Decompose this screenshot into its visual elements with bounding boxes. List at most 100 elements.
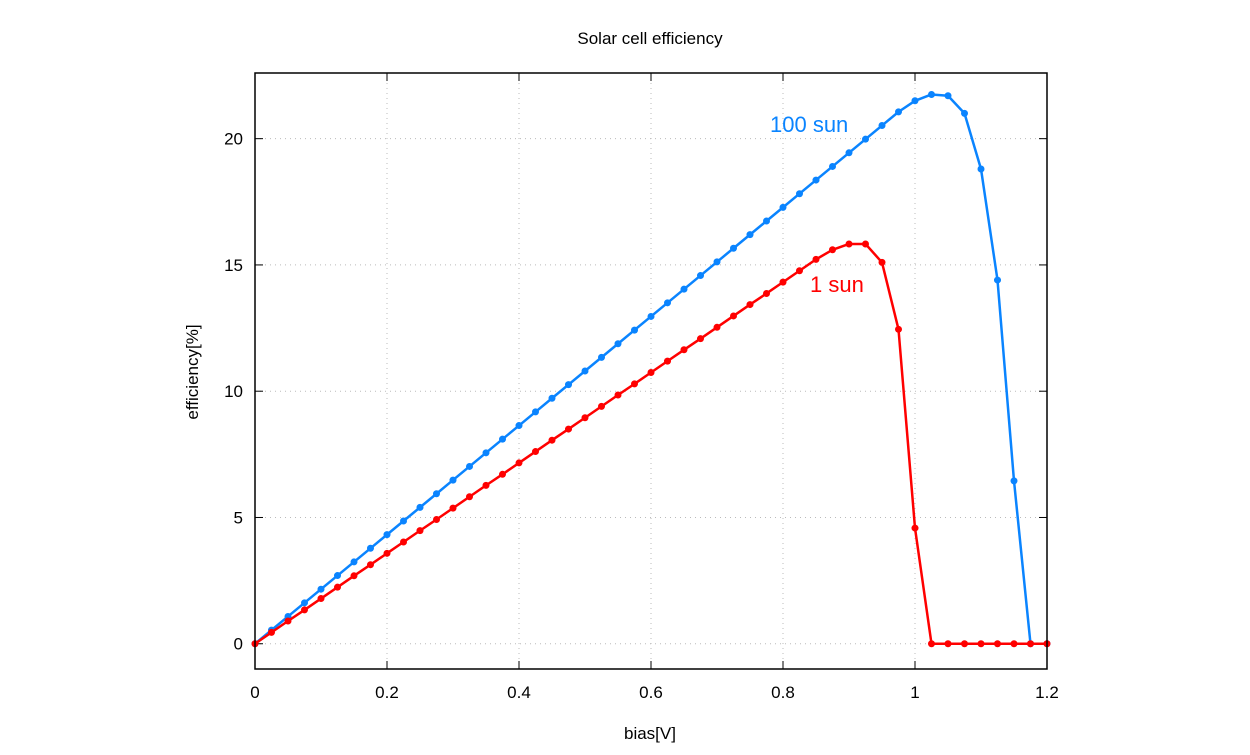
- data-point-100-sun: [548, 394, 556, 402]
- data-point-100-sun: [647, 312, 655, 320]
- data-point-100-sun: [532, 408, 539, 416]
- data-point-1-sun: [532, 448, 539, 456]
- x-tick-label: 0.4: [507, 683, 531, 702]
- data-point-100-sun: [763, 217, 770, 225]
- data-point-1-sun: [515, 459, 523, 467]
- data-point-100-sun: [614, 340, 622, 348]
- data-point-1-sun: [647, 369, 655, 377]
- data-point-100-sun: [994, 276, 1001, 284]
- data-point-1-sun: [829, 246, 836, 254]
- data-point-1-sun: [284, 617, 292, 625]
- series-layer: [251, 90, 1051, 648]
- data-point-1-sun: [664, 357, 671, 365]
- ticks: 0 0.2 0.4 0.6 0.8 1 1.2 0 5 10 15 20: [224, 73, 1059, 702]
- x-tick-label: 1: [910, 683, 919, 702]
- y-tick-label: 5: [234, 508, 243, 527]
- annotation-1-sun: 1 sun: [810, 272, 864, 297]
- x-axis-label: bias[V]: [624, 724, 676, 743]
- data-point-100-sun: [499, 435, 506, 443]
- data-point-100-sun: [911, 97, 919, 105]
- y-tick-label: 15: [224, 256, 243, 275]
- data-point-100-sun: [317, 585, 325, 593]
- data-point-100-sun: [928, 90, 935, 98]
- data-point-1-sun: [367, 561, 374, 569]
- data-point-1-sun: [416, 527, 424, 535]
- data-point-100-sun: [944, 92, 952, 100]
- data-point-1-sun: [845, 240, 853, 248]
- data-point-1-sun: [449, 504, 457, 512]
- data-point-100-sun: [631, 326, 638, 334]
- data-point-1-sun: [350, 572, 358, 580]
- data-point-100-sun: [1010, 477, 1018, 485]
- data-point-100-sun: [977, 165, 985, 173]
- data-point-1-sun: [631, 380, 638, 388]
- y-axis-label: efficiency[%]: [183, 324, 202, 419]
- data-point-100-sun: [598, 353, 605, 361]
- data-point-100-sun: [845, 149, 853, 157]
- data-point-100-sun: [581, 367, 589, 375]
- data-point-1-sun: [482, 481, 490, 489]
- data-point-1-sun: [911, 524, 919, 532]
- data-point-100-sun: [350, 558, 358, 566]
- plot-frame: [254, 72, 1048, 670]
- data-point-100-sun: [862, 135, 869, 143]
- data-point-1-sun: [383, 549, 391, 557]
- data-point-1-sun: [548, 436, 556, 444]
- data-point-100-sun: [515, 422, 523, 430]
- data-point-1-sun: [499, 470, 506, 478]
- data-point-1-sun: [977, 640, 985, 648]
- data-point-100-sun: [449, 476, 457, 484]
- data-point-1-sun: [680, 346, 688, 354]
- data-point-100-sun: [334, 572, 341, 580]
- data-point-1-sun: [317, 595, 325, 603]
- data-point-1-sun: [730, 312, 737, 320]
- data-point-1-sun: [796, 267, 803, 275]
- data-point-100-sun: [565, 381, 572, 389]
- data-point-100-sun: [812, 176, 820, 184]
- data-point-1-sun: [1010, 640, 1018, 648]
- data-point-100-sun: [796, 190, 803, 198]
- data-point-100-sun: [829, 162, 836, 170]
- data-point-100-sun: [664, 299, 671, 307]
- data-point-1-sun: [713, 323, 721, 331]
- data-point-100-sun: [383, 531, 391, 539]
- annotation-100-sun: 100 sun: [770, 112, 848, 137]
- data-point-100-sun: [730, 244, 737, 252]
- data-point-100-sun: [779, 203, 787, 211]
- data-point-100-sun: [433, 490, 440, 498]
- data-point-1-sun: [466, 493, 473, 501]
- data-point-1-sun: [746, 301, 754, 309]
- data-point-1-sun: [400, 538, 407, 546]
- data-point-1-sun: [763, 289, 770, 297]
- x-tick-label: 0.8: [771, 683, 795, 702]
- data-point-100-sun: [697, 272, 704, 280]
- data-point-1-sun: [928, 640, 935, 648]
- data-point-100-sun: [400, 517, 407, 525]
- chart-title: Solar cell efficiency: [577, 29, 723, 48]
- data-point-100-sun: [961, 109, 968, 117]
- y-tick-label: 20: [224, 130, 243, 149]
- x-tick-label: 0.6: [639, 683, 663, 702]
- data-point-1-sun: [301, 606, 308, 614]
- data-point-1-sun: [565, 425, 572, 433]
- data-point-1-sun: [779, 278, 787, 286]
- data-point-1-sun: [614, 391, 622, 399]
- data-point-1-sun: [697, 335, 704, 343]
- x-tick-label: 0.2: [375, 683, 399, 702]
- data-point-1-sun: [812, 255, 820, 263]
- data-point-1-sun: [581, 414, 589, 422]
- data-point-1-sun: [1027, 640, 1034, 648]
- data-point-1-sun: [994, 640, 1001, 648]
- data-point-1-sun: [895, 325, 902, 333]
- data-point-100-sun: [416, 503, 424, 511]
- data-point-1-sun: [433, 515, 440, 523]
- data-point-100-sun: [367, 544, 374, 552]
- data-point-100-sun: [895, 108, 902, 116]
- data-point-1-sun: [862, 240, 869, 248]
- data-point-100-sun: [466, 462, 473, 470]
- data-point-1-sun: [961, 640, 968, 648]
- x-tick-label: 1.2: [1035, 683, 1059, 702]
- data-point-100-sun: [301, 599, 308, 607]
- y-tick-label: 0: [234, 635, 243, 654]
